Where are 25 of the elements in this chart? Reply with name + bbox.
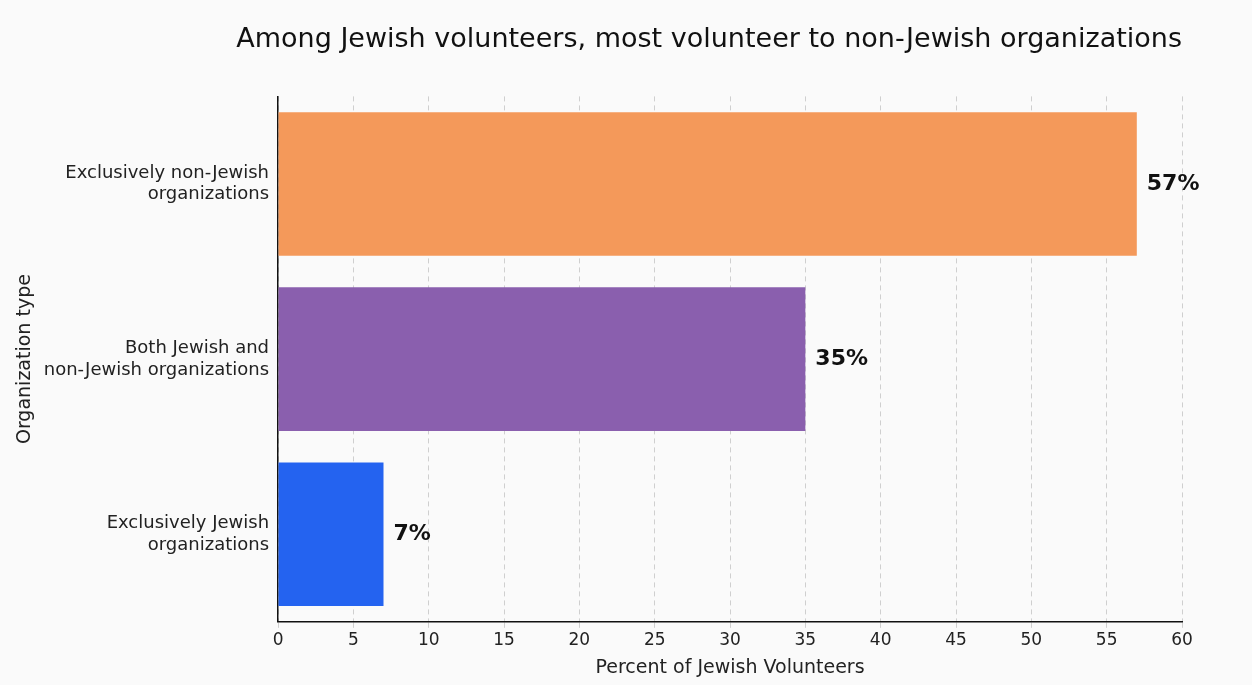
- bar: [278, 287, 806, 431]
- x-tick-label: 20: [568, 629, 591, 650]
- x-tick-label: 55: [1095, 629, 1118, 650]
- bar: [278, 112, 1137, 256]
- x-tick-label: 10: [417, 629, 440, 650]
- bar: [278, 462, 384, 607]
- x-tick-label: 60: [1171, 629, 1193, 650]
- x-tick-label: 50: [1020, 629, 1043, 650]
- x-tick-label: 45: [945, 629, 967, 650]
- y-axis-title: Organization type: [12, 274, 35, 445]
- data-label: 7%: [393, 519, 431, 545]
- x-tick-label: 25: [643, 629, 666, 650]
- x-axis-title: Percent of Jewish Volunteers: [595, 654, 865, 677]
- data-label: 35%: [815, 344, 869, 370]
- y-tick-label: Exclusively non-Jewish organizations: [65, 160, 270, 204]
- x-tick-label: 15: [493, 629, 515, 650]
- chart-title: Among Jewish volunteers, most volunteer to non-Jewish organizations: [236, 22, 1182, 54]
- y-tick-label: Exclusively Jewish organizations: [106, 511, 270, 554]
- x-tick-label: 30: [719, 629, 741, 650]
- x-tick-label: 5: [347, 629, 359, 650]
- x-tick-label: 40: [869, 629, 892, 650]
- x-tick-label: 35: [794, 629, 817, 650]
- data-label: 57%: [1146, 169, 1200, 195]
- y-tick-label: Both Jewish and non-Jewish organizations: [43, 335, 270, 379]
- x-tick-label: 0: [272, 629, 284, 650]
